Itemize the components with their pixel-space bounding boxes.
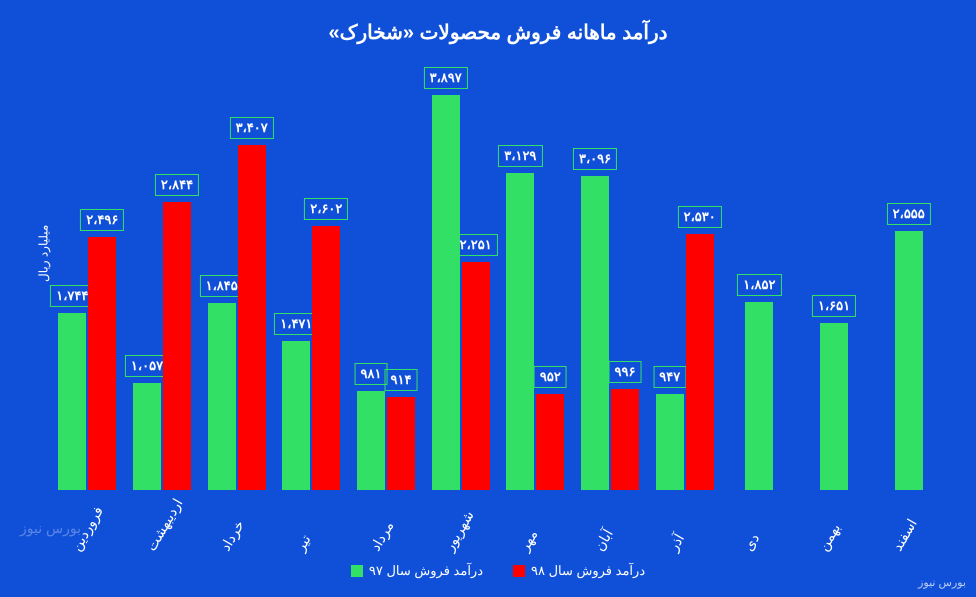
bar-label-98: ۳،۴۰۷ [230, 117, 274, 139]
x-label: اسفند [861, 483, 956, 572]
bar-98: ۲،۵۳۰ [686, 234, 714, 490]
bar-98: ۹۵۲ [536, 394, 564, 490]
y-axis-label: میلیارد ریال [37, 225, 51, 282]
bar-98: ۲،۸۴۴ [163, 202, 191, 490]
bar-97: ۹۸۱ [357, 391, 385, 490]
bar-97: ۱،۸۴۵ [208, 303, 236, 490]
bar-label-97: ۳،۸۹۷ [424, 67, 468, 89]
bar-97: ۱،۶۵۱ [820, 323, 848, 490]
bar-label-98: ۹۹۶ [609, 361, 642, 383]
bar-97: ۹۴۷ [656, 394, 684, 490]
bar-label-98: ۲،۴۹۶ [80, 209, 124, 231]
legend-swatch-98 [513, 565, 525, 577]
chart-container: درآمد ماهانه فروش محصولات «شخارک» میلیار… [0, 0, 976, 597]
watermark-left: بورس نیوز [20, 520, 81, 537]
month-group: ۹۴۷۲،۵۳۰ [647, 60, 722, 490]
watermark-right: بورس نیوز [918, 576, 966, 589]
bars-wrapper: ۱،۷۴۴۲،۴۹۶۱،۰۵۷۲،۸۴۴۱،۸۴۵۳،۴۰۷۱،۴۷۱۲،۶۰۲… [50, 60, 946, 490]
bar-97: ۱،۸۵۲ [745, 302, 773, 490]
month-group: ۳،۱۲۹۹۵۲ [498, 60, 573, 490]
bar-97: ۱،۰۵۷ [133, 383, 161, 490]
bar-98: ۹۱۴ [387, 397, 415, 490]
plot-area: میلیارد ریال ۱،۷۴۴۲،۴۹۶۱،۰۵۷۲،۸۴۴۱،۸۴۵۳،… [50, 60, 946, 490]
month-group: ۲،۵۵۵ [871, 60, 946, 490]
bar-98: ۲،۲۵۱ [462, 262, 490, 490]
legend-item-97: درآمد فروش سال ۹۷ [351, 563, 483, 579]
chart-title: درآمد ماهانه فروش محصولات «شخارک» [50, 20, 946, 45]
bar-label-98: ۲،۲۵۱ [454, 234, 498, 256]
month-group: ۳،۰۹۶۹۹۶ [573, 60, 648, 490]
bar-label-97: ۳،۰۹۶ [573, 148, 617, 170]
month-group: ۱،۸۵۲ [722, 60, 797, 490]
bar-label-97: ۱،۶۵۱ [812, 295, 856, 317]
bar-label-98: ۲،۶۰۲ [304, 198, 348, 220]
bar-label-97: ۹۸۱ [355, 363, 388, 385]
bar-label-97: ۳،۱۲۹ [498, 145, 542, 167]
bar-98: ۲،۴۹۶ [88, 237, 116, 490]
bar-97: ۳،۱۲۹ [506, 173, 534, 490]
bar-label-97: ۱،۸۵۲ [737, 274, 781, 296]
bar-label-97: ۲،۵۵۵ [887, 203, 931, 225]
bar-label-97: ۹۴۷ [653, 366, 686, 388]
bar-label-98: ۲،۸۴۴ [155, 174, 199, 196]
month-group: ۱،۸۴۵۳،۴۰۷ [199, 60, 274, 490]
month-group: ۱،۷۴۴۲،۴۹۶ [50, 60, 125, 490]
bar-98: ۳،۴۰۷ [238, 145, 266, 490]
month-group: ۱،۶۵۱ [797, 60, 872, 490]
bar-label-98: ۲،۵۳۰ [678, 206, 722, 228]
month-group: ۱،۴۷۱۲،۶۰۲ [274, 60, 349, 490]
bar-97: ۲،۵۵۵ [895, 231, 923, 490]
legend-swatch-97 [351, 565, 363, 577]
bar-label-98: ۹۵۲ [534, 366, 567, 388]
x-axis-labels: فروردیناردیبهشتخردادتیرمردادشهریورمهرآبا… [50, 498, 946, 558]
month-group: ۹۸۱۹۱۴ [349, 60, 424, 490]
month-group: ۱،۰۵۷۲،۸۴۴ [125, 60, 200, 490]
bar-97: ۱،۷۴۴ [58, 313, 86, 490]
legend: درآمد فروش سال ۹۷ درآمد فروش سال ۹۸ [50, 563, 946, 579]
bar-97: ۳،۰۹۶ [581, 176, 609, 490]
bar-98: ۲،۶۰۲ [312, 226, 340, 490]
bar-label-98: ۹۱۴ [385, 369, 418, 391]
bar-97: ۱،۴۷۱ [282, 341, 310, 490]
bar-97: ۳،۸۹۷ [432, 95, 460, 490]
month-group: ۳،۸۹۷۲،۲۵۱ [423, 60, 498, 490]
bar-98: ۹۹۶ [611, 389, 639, 490]
